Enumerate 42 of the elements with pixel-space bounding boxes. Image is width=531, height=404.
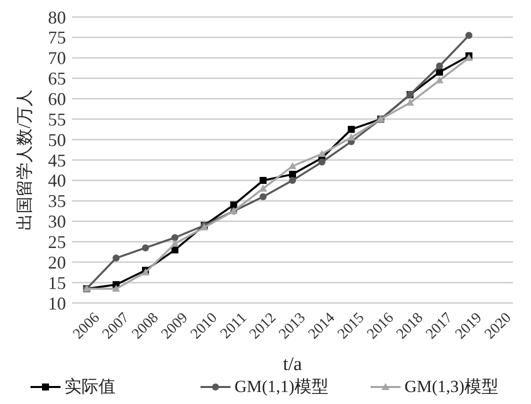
y-tick-label: 75 (48, 28, 66, 48)
point (171, 246, 178, 254)
y-tick-label: 35 (48, 191, 66, 212)
x-tick-label: 2011 (218, 310, 250, 342)
point (318, 158, 326, 166)
point (289, 170, 296, 178)
point (288, 162, 296, 170)
y-tick-label: 60 (48, 89, 66, 110)
point (465, 32, 472, 39)
point (112, 284, 120, 292)
point (171, 234, 178, 242)
y-axis-title: 出国留学人数/万人 (14, 90, 34, 230)
y-tick-label: 20 (48, 252, 66, 272)
legend-label: GM(1,1)模型 (234, 377, 328, 396)
y-tick-label: 40 (48, 170, 66, 191)
y-tick-label: 55 (48, 109, 66, 130)
y-tick-label: 65 (48, 68, 66, 89)
point (230, 201, 238, 208)
point (347, 134, 356, 141)
point (436, 76, 444, 84)
y-tick-label: 50 (48, 130, 66, 150)
legend-label: 实际值 (64, 377, 116, 396)
x-axis-title: t/a (283, 354, 303, 375)
point (406, 98, 414, 106)
point (170, 240, 179, 247)
point (436, 62, 443, 70)
y-tick-label: 30 (48, 212, 66, 232)
y-tick-label: 70 (48, 48, 66, 68)
point (260, 193, 267, 200)
point (112, 254, 120, 262)
point (289, 176, 296, 184)
y-tick-label: 10 (48, 293, 66, 314)
y-tick-label: 15 (48, 272, 66, 293)
point (260, 176, 267, 184)
legend-label: GM(1,3)模型 (404, 377, 498, 396)
point (318, 150, 326, 157)
y-tick-label: 25 (48, 232, 66, 252)
point (348, 126, 355, 133)
point (142, 244, 149, 252)
point (259, 184, 268, 192)
y-tick-label: 80 (48, 7, 66, 28)
y-tick-label: 45 (48, 150, 66, 170)
